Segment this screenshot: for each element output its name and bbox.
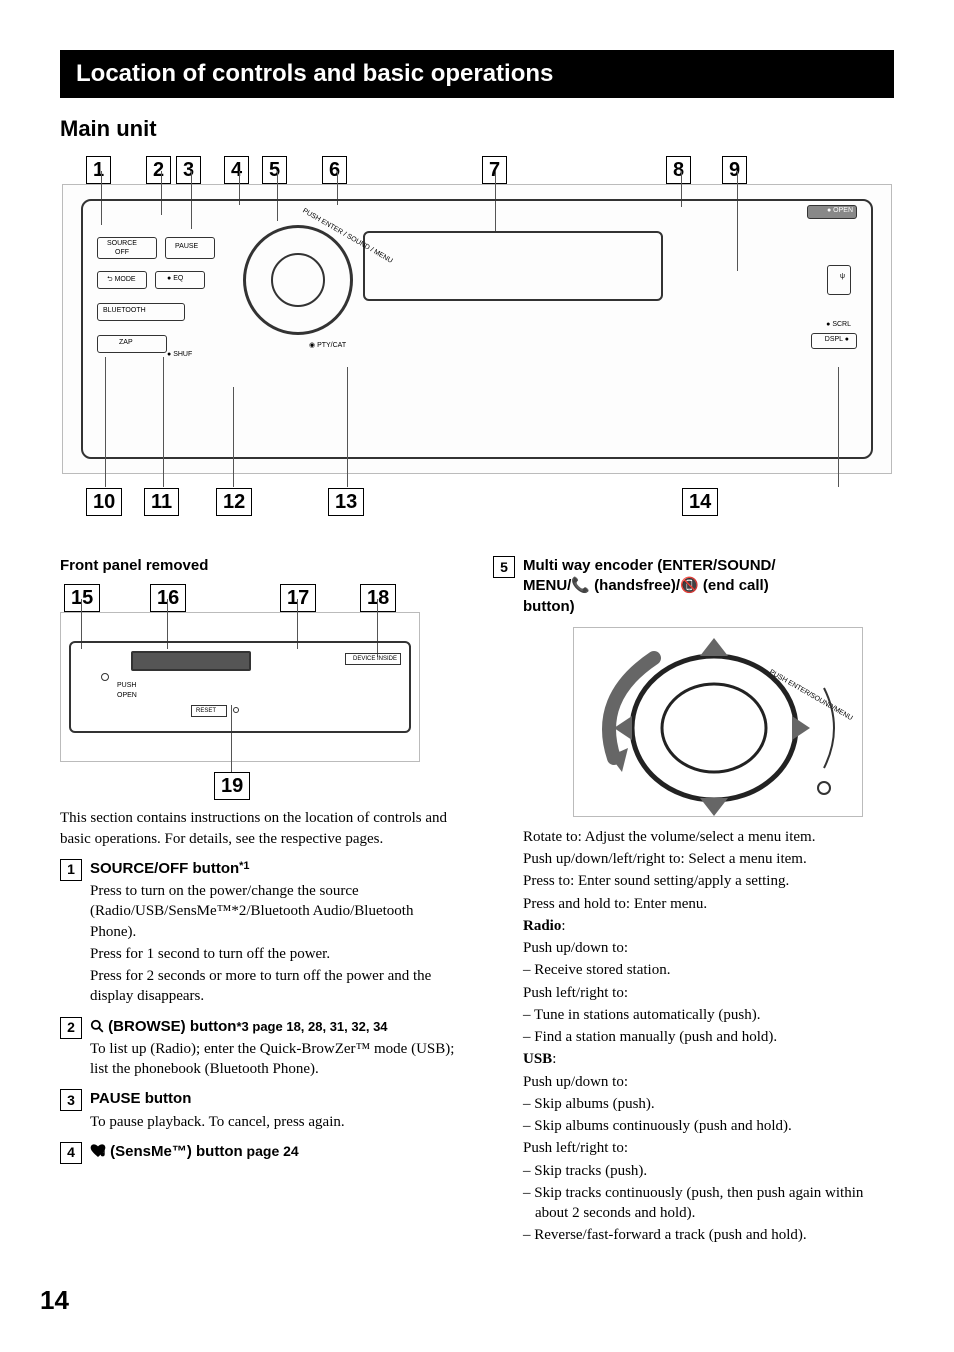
encoder-usb-1: – Skip albums (push). (523, 1094, 894, 1114)
callout-9: 9 (722, 156, 747, 184)
callout-3: 3 (176, 156, 201, 184)
bottom-callout-row: 10 11 12 13 14 (62, 488, 892, 516)
encoder-radio-4: – Find a station manually (push and hold… (523, 1027, 894, 1047)
section-title-bar: Location of controls and basic operation… (60, 50, 894, 98)
label-open: ● OPEN (827, 207, 853, 214)
item-4: 4 (SensMe™) button page 24 (60, 1142, 461, 1164)
top-callout-row: 1 2 3 4 5 6 7 8 9 (62, 156, 892, 184)
item-2-head: (BROWSE) button (108, 1018, 236, 1035)
label-source: SOURCE (107, 240, 137, 247)
callout-15: 15 (64, 584, 100, 612)
callout-1: 1 (86, 156, 111, 184)
item-1-line-1: Press for 1 second to turn off the power… (90, 944, 461, 964)
item-4-number: 4 (60, 1142, 82, 1164)
encoder-radio-1: – Receive stored station. (523, 960, 894, 980)
encoder-usb-5: – Skip tracks continuously (push, then p… (523, 1183, 894, 1224)
callout-6: 6 (322, 156, 347, 184)
item-3-line-0: To pause playback. To cancel, press agai… (90, 1112, 461, 1132)
item-3-number: 3 (60, 1089, 82, 1111)
encoder-pushdir: Push up/down/left/right to: Select a men… (523, 849, 894, 869)
encoder-presshold: Press and hold to: Enter menu. (523, 894, 894, 914)
encoder-usb-4: – Skip tracks (push). (523, 1161, 894, 1181)
callout-19: 19 (214, 772, 250, 800)
label-mode: MODE (115, 276, 136, 283)
item-1-suffix: *1 (239, 860, 249, 872)
callout-14: 14 (682, 488, 718, 516)
encoder-radio-3: – Tune in stations automatically (push). (523, 1005, 894, 1025)
item-2-line-0: To list up (Radio); enter the Quick-Brow… (90, 1039, 461, 1080)
label-push-open: PUSH OPEN (117, 681, 137, 700)
item-5-head-l2: MENU/📞 (handsfree)/📵 (end call) (523, 576, 894, 596)
subtitle: Main unit (60, 116, 894, 142)
item-5-number: 5 (493, 556, 515, 578)
encoder-illustration: PUSH ENTER/SOUND/MENU (573, 627, 863, 817)
label-zap: ZAP (119, 339, 133, 346)
label-shuf: SHUF (173, 351, 192, 358)
item-5-head-l3: button) (523, 597, 894, 617)
item-2-suffix: *3 page 18, 28, 31, 32, 34 (236, 1019, 387, 1034)
callout-5: 5 (262, 156, 287, 184)
item-4-suffix: page 24 (243, 1143, 299, 1159)
item-5-head-l1: Multi way encoder (ENTER/SOUND/ (523, 556, 894, 576)
left-column: Front panel removed 15 16 17 18 PUSH OPE… (60, 556, 461, 1246)
intro-text: This section contains instructions on th… (60, 808, 461, 849)
encoder-usb-3: Push left/right to: (523, 1138, 894, 1158)
encoder-usb-2: – Skip albums continuously (push and hol… (523, 1116, 894, 1136)
front-panel-heading: Front panel removed (60, 556, 461, 576)
callout-2: 2 (146, 156, 171, 184)
label-scrl: SCRL (832, 321, 851, 328)
item-1-head: SOURCE/OFF button (90, 860, 239, 877)
callout-18: 18 (360, 584, 396, 612)
front-panel-illustration: PUSH OPEN DEVICE INSIDE RESET (60, 612, 420, 762)
item-1-line-0: Press to turn on the power/change the so… (90, 881, 461, 942)
item-1-number: 1 (60, 859, 82, 881)
label-dspl: DSPL (825, 336, 843, 343)
item-2: 2 (BROWSE) button*3 page 18, 28, 31, 32,… (60, 1017, 461, 1080)
encoder-radio-0: Push up/down to: (523, 938, 894, 958)
item-5: 5 Multi way encoder (ENTER/SOUND/ MENU/📞… (493, 556, 894, 1246)
item-2-number: 2 (60, 1017, 82, 1039)
encoder-rotate: Rotate to: Adjust the volume/select a me… (523, 827, 894, 847)
label-reset: RESET (196, 707, 216, 715)
callout-17: 17 (280, 584, 316, 612)
svg-text:PUSH ENTER/SOUND/MENU: PUSH ENTER/SOUND/MENU (768, 668, 854, 722)
label-bluetooth: BLUETOOTH (103, 307, 146, 314)
item-3: 3 PAUSE button To pause playback. To can… (60, 1089, 461, 1132)
item-1-line-2: Press for 2 seconds or more to turn off … (90, 966, 461, 1007)
encoder-press: Press to: Enter sound setting/apply a se… (523, 871, 894, 891)
usb-icon: ψ (840, 273, 845, 280)
callout-12: 12 (216, 488, 252, 516)
encoder-usb-label: USB (523, 1051, 552, 1067)
encoder-radio-label: Radio (523, 918, 561, 934)
label-pause: PAUSE (175, 243, 198, 250)
callout-11: 11 (144, 488, 179, 516)
encoder-radio-2: Push left/right to: (523, 983, 894, 1003)
callout-10: 10 (86, 488, 122, 516)
main-unit-diagram: 1 2 3 4 5 6 7 8 9 PUSH ENTER / SOUND / M… (62, 156, 892, 516)
encoder-usb-0: Push up/down to: (523, 1072, 894, 1092)
item-4-head: (SensMe™) button (110, 1143, 243, 1160)
item-1: 1 SOURCE/OFF button*1 Press to turn on t… (60, 859, 461, 1007)
callout-16: 16 (150, 584, 186, 612)
label-pty: PTY/CAT (317, 342, 346, 349)
item-3-head: PAUSE button (90, 1090, 191, 1107)
main-unit-illustration: PUSH ENTER / SOUND / MENU SOURCE OFF PAU… (62, 184, 892, 474)
page-number: 14 (40, 1285, 69, 1316)
callout-4: 4 (224, 156, 249, 184)
label-eq: EQ (173, 275, 183, 282)
label-off: OFF (115, 249, 129, 256)
heart-note-icon (90, 1144, 106, 1158)
callout-13: 13 (328, 488, 364, 516)
search-icon (90, 1019, 104, 1033)
label-device-inside: DEVICE INSIDE (353, 655, 397, 663)
encoder-usb-6: – Reverse/fast-forward a track (push and… (523, 1225, 894, 1245)
callout-8: 8 (666, 156, 691, 184)
right-column: 5 Multi way encoder (ENTER/SOUND/ MENU/📞… (493, 556, 894, 1246)
